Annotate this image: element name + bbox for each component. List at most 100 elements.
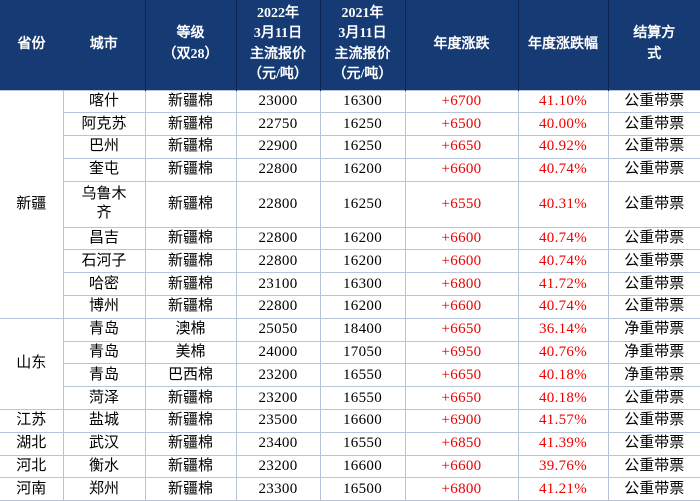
province-cell: 湖北 bbox=[0, 431, 64, 456]
change-cell: +6500 bbox=[404, 112, 519, 137]
settlement-cell: 净重带票 bbox=[607, 340, 700, 365]
change-cell: +6650 bbox=[404, 135, 519, 159]
change-cell: +6950 bbox=[404, 340, 519, 365]
grade-cell: 新疆棉 bbox=[144, 477, 237, 501]
price-2021-cell: 16300 bbox=[319, 89, 406, 114]
city-cell: 昌吉 bbox=[63, 226, 146, 251]
settlement-cell: 净重带票 bbox=[607, 363, 700, 388]
grade-cell: 美棉 bbox=[144, 340, 237, 365]
change-cell: +6600 bbox=[404, 226, 519, 251]
settlement-cell: 公重带票 bbox=[607, 295, 700, 319]
city-cell: 博州 bbox=[63, 295, 146, 319]
grade-cell: 新疆棉 bbox=[144, 226, 237, 251]
settlement-cell: 公重带票 bbox=[607, 477, 700, 501]
col-header-settlement: 结算方 式 bbox=[607, 0, 700, 90]
change-cell: +6800 bbox=[404, 272, 519, 297]
price-2022-cell: 23000 bbox=[235, 89, 321, 114]
price-2022-cell: 23300 bbox=[235, 477, 321, 501]
grade-cell: 新疆棉 bbox=[144, 89, 237, 114]
grade-cell: 新疆棉 bbox=[144, 112, 237, 137]
change-pct-cell: 40.18% bbox=[517, 386, 609, 411]
table-row: 青岛 美棉 24000 17050 +6950 40.76% 净重带票 bbox=[0, 340, 700, 365]
price-2022-cell: 22800 bbox=[235, 249, 321, 274]
price-2022-cell: 24000 bbox=[235, 340, 321, 365]
table-row: 青岛 巴西棉 23200 16550 +6650 40.18% 净重带票 bbox=[0, 363, 700, 388]
col-header-province: 省份 bbox=[0, 0, 63, 90]
change-cell: +6650 bbox=[404, 363, 519, 388]
price-2022-cell: 25050 bbox=[235, 317, 321, 342]
change-pct-cell: 40.31% bbox=[517, 180, 609, 228]
table-row: 阿克苏 新疆棉 22750 16250 +6500 40.00% 公重带票 bbox=[0, 112, 700, 137]
price-2022-cell: 22800 bbox=[235, 226, 321, 251]
city-cell: 盐城 bbox=[62, 409, 146, 433]
change-cell: +6900 bbox=[404, 409, 519, 433]
table-row: 奎屯 新疆棉 22800 16200 +6600 40.74% 公重带票 bbox=[0, 157, 700, 182]
city-cell: 青岛 bbox=[63, 340, 146, 365]
price-2021-cell: 17050 bbox=[319, 340, 406, 365]
city-cell: 乌鲁木齐 bbox=[63, 180, 146, 228]
city-cell: 奎屯 bbox=[63, 157, 146, 182]
price-2021-cell: 16200 bbox=[319, 249, 406, 274]
grade-cell: 巴西棉 bbox=[144, 363, 237, 388]
change-pct-cell: 41.39% bbox=[517, 431, 609, 456]
city-cell: 喀什 bbox=[62, 89, 146, 114]
col-header-city: 城市 bbox=[63, 0, 145, 90]
header-row: 省份 城市 等级 （双28） 2022年 3月11日 主流报价 （元/吨） 20… bbox=[0, 0, 700, 90]
province-cell: 河北 bbox=[0, 454, 64, 479]
grade-cell: 新疆棉 bbox=[144, 454, 237, 479]
change-pct-cell: 40.00% bbox=[517, 112, 609, 137]
change-cell: +6550 bbox=[404, 180, 519, 228]
province-cell: 江苏 bbox=[0, 409, 64, 433]
change-cell: +6800 bbox=[404, 477, 519, 501]
price-2022-cell: 23200 bbox=[235, 386, 321, 411]
change-cell: +6600 bbox=[404, 157, 519, 182]
change-pct-cell: 40.74% bbox=[517, 249, 609, 274]
price-2022-cell: 23400 bbox=[235, 431, 321, 456]
col-header-annual-change: 年度涨跌 bbox=[404, 0, 518, 90]
change-pct-cell: 40.18% bbox=[517, 363, 609, 388]
price-2022-cell: 22900 bbox=[235, 135, 321, 159]
change-cell: +6600 bbox=[404, 249, 519, 274]
price-2021-cell: 16550 bbox=[319, 386, 406, 411]
change-pct-cell: 39.76% bbox=[517, 454, 609, 479]
province-cell: 河南 bbox=[0, 477, 64, 501]
table-row: 江苏 盐城 新疆棉 23500 16600 +6900 41.57% 公重带票 bbox=[0, 409, 700, 433]
price-2022-cell: 22800 bbox=[235, 157, 321, 182]
city-cell: 阿克苏 bbox=[63, 112, 146, 137]
price-2022-cell: 23200 bbox=[235, 454, 321, 479]
change-pct-cell: 40.74% bbox=[517, 157, 609, 182]
settlement-cell: 公重带票 bbox=[607, 157, 700, 182]
price-2021-cell: 16600 bbox=[319, 409, 406, 433]
city-cell: 巴州 bbox=[63, 135, 146, 159]
price-2021-cell: 16250 bbox=[319, 112, 406, 137]
change-pct-cell: 41.72% bbox=[517, 272, 609, 297]
settlement-cell: 公重带票 bbox=[607, 249, 700, 274]
price-2021-cell: 16200 bbox=[319, 157, 406, 182]
table-row: 山东 青岛 澳棉 25050 18400 +6650 36.14% 净重带票 bbox=[0, 317, 700, 411]
change-pct-cell: 41.10% bbox=[517, 89, 609, 114]
change-pct-cell: 40.92% bbox=[517, 135, 609, 159]
table-row: 石河子 新疆棉 22800 16200 +6600 40.74% 公重带票 bbox=[0, 249, 700, 274]
price-2021-cell: 16200 bbox=[319, 295, 406, 319]
city-cell: 衡水 bbox=[62, 454, 146, 479]
table-row: 湖北 武汉 新疆棉 23400 16550 +6850 41.39% 公重带票 bbox=[0, 431, 700, 456]
change-pct-cell: 41.57% bbox=[517, 409, 609, 433]
settlement-cell: 公重带票 bbox=[607, 386, 700, 411]
change-pct-cell: 40.76% bbox=[517, 340, 609, 365]
price-2021-cell: 16250 bbox=[319, 135, 406, 159]
grade-cell: 新疆棉 bbox=[144, 180, 237, 228]
price-2021-cell: 16550 bbox=[319, 431, 406, 456]
settlement-cell: 公重带票 bbox=[607, 112, 700, 137]
price-2022-cell: 23200 bbox=[235, 363, 321, 388]
city-cell: 哈密 bbox=[63, 272, 146, 297]
table-row: 新疆 喀什 新疆棉 23000 16300 +6700 41.10% 公重带票 bbox=[0, 89, 700, 319]
col-header-price-2022: 2022年 3月11日 主流报价 （元/吨） bbox=[235, 0, 320, 90]
table-row: 巴州 新疆棉 22900 16250 +6650 40.92% 公重带票 bbox=[0, 135, 700, 159]
price-2022-cell: 22800 bbox=[235, 295, 321, 319]
settlement-cell: 公重带票 bbox=[607, 226, 700, 251]
table-row: 乌鲁木齐 新疆棉 22800 16250 +6550 40.31% 公重带票 bbox=[0, 180, 700, 228]
grade-cell: 澳棉 bbox=[144, 317, 237, 342]
col-header-grade: 等级 （双28） bbox=[144, 0, 236, 90]
table-row: 昌吉 新疆棉 22800 16200 +6600 40.74% 公重带票 bbox=[0, 226, 700, 251]
